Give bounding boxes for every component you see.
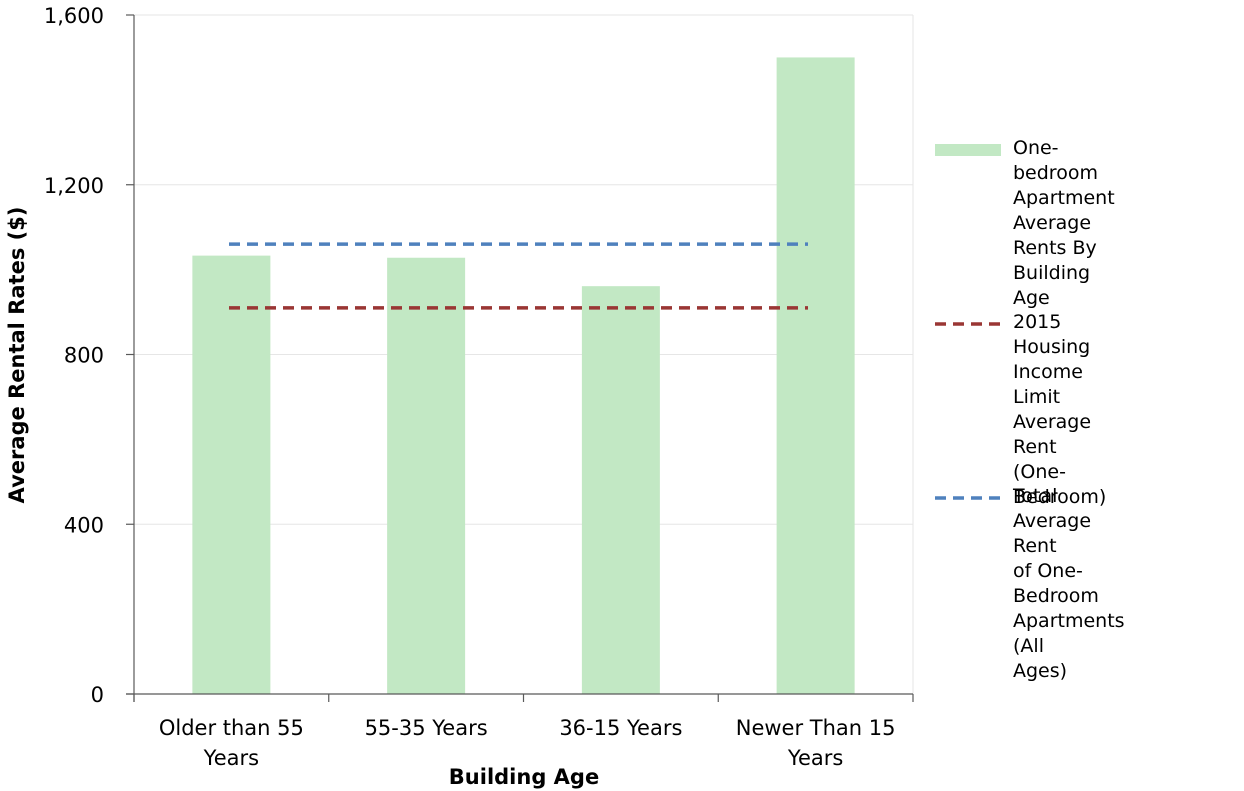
x-tick-label: 36-15 Years	[559, 716, 682, 740]
bar	[387, 257, 466, 694]
y-tick-label: 800	[64, 344, 104, 368]
axes	[126, 14, 914, 702]
y-axis-label: Average Rental Rates ($)	[5, 207, 29, 504]
legend-label: One-bedroom Apartment Average Rents By B…	[1013, 137, 1115, 309]
y-tick-labels: 0 400 800 1,200 1,600	[44, 4, 104, 707]
x-tick-label: Older than 55 Years	[159, 716, 304, 770]
legend-swatch-dashed-red	[935, 322, 1003, 326]
legend-swatch-dashed-blue	[935, 496, 1003, 500]
x-axis-label: Building Age	[449, 765, 599, 789]
y-tick-label: 1,600	[44, 4, 104, 28]
y-tick-label: 1,200	[44, 174, 104, 198]
bar	[192, 255, 271, 695]
legend-label: Total Average Rent of One-Bedroom Apartm…	[1013, 485, 1125, 682]
legend-label: 2015 Housing Income Limit Average Rent (…	[1013, 311, 1107, 508]
y-tick-label: 0	[91, 683, 104, 707]
y-tick-label: 400	[64, 513, 104, 537]
reference-lines	[229, 242, 808, 310]
x-tick-label: Newer Than 15 Years	[736, 716, 896, 770]
bar-series	[192, 57, 855, 695]
legend-swatch-bar	[935, 144, 1001, 156]
x-tick-label: 55-35 Years	[365, 716, 488, 740]
x-tick-labels: Older than 55 Years 55-35 Years 36-15 Years…	[159, 716, 896, 770]
bar	[776, 57, 855, 694]
bar	[581, 286, 660, 694]
